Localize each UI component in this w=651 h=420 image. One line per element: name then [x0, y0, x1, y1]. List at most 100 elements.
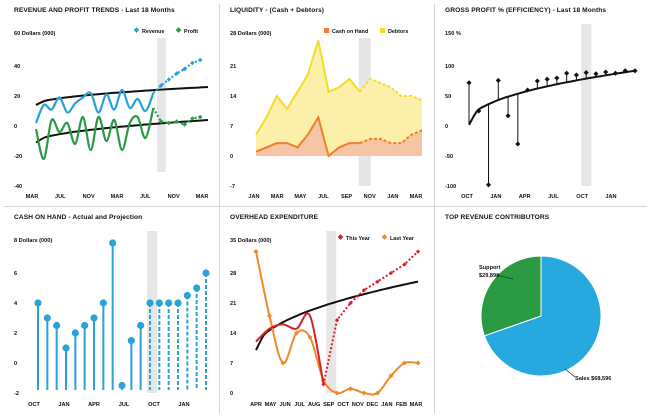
projection-point: [166, 77, 172, 82]
y-tick-label: 0: [14, 361, 17, 367]
x-tick-label: JAN: [490, 194, 501, 200]
y-tick-label: 20: [14, 94, 20, 100]
panel-revenue-profit: REVENUE AND PROFIT TRENDS - Last 18 Mont…: [0, 0, 219, 206]
projection-point: [146, 299, 154, 307]
y-axis-label: 150 %: [445, 31, 461, 37]
data-point-last-year: [415, 360, 421, 366]
projection-point: [190, 116, 195, 121]
x-tick-label: MAR: [111, 194, 124, 200]
data-point: [99, 299, 107, 307]
cash-on-hand-chart: 6 4 2 0 -2 OCT JAN APR JUL OCT JAN: [14, 231, 210, 408]
top-revenue-pie: Support $29,898 Sales $68,596: [479, 255, 611, 382]
y-axis-label: 60 Dollars (000): [14, 31, 56, 37]
legend-label: Profit: [184, 29, 198, 35]
area-cash-on-hand: [256, 117, 422, 156]
data-point: [505, 113, 511, 119]
projection-point: [174, 299, 182, 307]
projection-point: [202, 269, 210, 277]
y-tick-label: 0: [230, 154, 233, 160]
slice-label-support: Support: [479, 265, 501, 271]
divider-v-2: [434, 4, 435, 414]
data-point: [515, 141, 521, 147]
y-tick-label: 14: [230, 94, 237, 100]
liquidity-chart: 21 14 7 0 -7 JAN MAR MAY JUL SEP NOV JAN MAR Cash on …: [230, 28, 423, 200]
y-tick-label: -2: [14, 391, 19, 397]
y-tick-label: 28: [230, 271, 236, 277]
trend-line: [255, 280, 419, 351]
x-tick-label: APR: [88, 402, 100, 408]
data-point: [544, 76, 550, 82]
data-point: [118, 381, 126, 390]
y-axis-label: 8 Dollars (000): [14, 238, 53, 244]
x-tick-label: SEP: [323, 402, 334, 408]
projection-band: [157, 38, 166, 172]
data-point-last-year: [266, 313, 273, 319]
x-tick-label: NOV: [83, 194, 95, 200]
y-tick-label: 0: [230, 391, 233, 397]
series-line-cash-on-hand: [255, 114, 360, 158]
divider-v-1: [219, 4, 220, 414]
series-line-this-year: [255, 312, 325, 385]
y-tick-label: 4: [14, 301, 18, 307]
data-point: [137, 321, 145, 330]
data-point: [495, 77, 501, 83]
legend-label: Revenue: [142, 29, 164, 35]
data-point: [593, 71, 599, 77]
legend-label: Debtors: [388, 29, 408, 35]
y-tick-label: 7: [230, 361, 233, 367]
x-tick-label: AUG: [308, 402, 320, 408]
gross-profit-chart: 100 50 0 -50 -100 OCT JAN APR JUL OCT JAN: [445, 24, 638, 200]
x-tick-label: JUN: [279, 402, 290, 408]
legend-label: Last Year: [390, 236, 415, 242]
legend-swatch: [380, 28, 385, 33]
legend-swatch: [175, 27, 182, 33]
panel-overhead: OVERHEAD EXPENDITURE 35 Dollars (000) 28…: [220, 207, 434, 420]
data-point-last-year: [307, 334, 313, 340]
x-tick-label: JUL: [119, 402, 130, 408]
pie-slice-support: [480, 255, 542, 337]
leader-line-sales: [564, 368, 576, 378]
y-tick-label: -100: [445, 184, 456, 190]
legend-label: Cash on Hand: [332, 29, 368, 35]
x-tick-label: OCT: [461, 194, 473, 200]
data-point: [564, 70, 570, 76]
projection-point: [197, 57, 203, 63]
x-tick-label: OCT: [576, 194, 588, 200]
area-debtors: [256, 40, 422, 156]
data-point-last-year: [401, 360, 408, 366]
data-point: [622, 68, 628, 74]
series-line-revenue: [34, 88, 155, 124]
x-tick-label: OCT: [28, 402, 40, 408]
x-tick-label: OCT: [148, 402, 160, 408]
y-tick-label: 2: [14, 331, 17, 337]
chart-title: CASH ON HAND - Actual and Projection: [14, 214, 143, 221]
data-point: [554, 75, 560, 81]
data-point: [109, 239, 117, 247]
data-point: [466, 80, 472, 86]
slice-label-sales: Sales $68,596: [575, 376, 611, 382]
leader-line-support: [496, 274, 514, 280]
data-point: [485, 182, 492, 188]
projection-point-this-year: [321, 382, 326, 387]
y-tick-label: 100: [445, 64, 454, 70]
projection-point: [197, 114, 203, 120]
data-point: [603, 69, 609, 75]
y-tick-label: 21: [230, 301, 236, 307]
data-point-last-year: [347, 386, 354, 392]
data-point-last-year: [388, 373, 394, 379]
panel-gross-profit: GROSS PROFIT % (EFFICIENCY) - Last 18 Mo…: [435, 0, 651, 206]
projection-point: [190, 60, 195, 66]
x-tick-label: JAN: [248, 194, 259, 200]
chart-title: LIQUIDITY - (Cash + Debtors): [230, 7, 325, 14]
projection-band: [581, 24, 592, 186]
y-tick-label: 50: [445, 94, 451, 100]
x-tick-label: FEB: [396, 402, 407, 408]
projection-point: [193, 284, 201, 292]
x-tick-label: MAR: [410, 402, 423, 408]
data-point-last-year: [361, 390, 367, 396]
x-tick-label: JAN: [387, 194, 398, 200]
x-tick-label: JAN: [381, 402, 392, 408]
x-tick-label: DEC: [366, 402, 378, 408]
y-tick-label: -7: [230, 184, 235, 190]
legend-swatch: [324, 28, 329, 33]
